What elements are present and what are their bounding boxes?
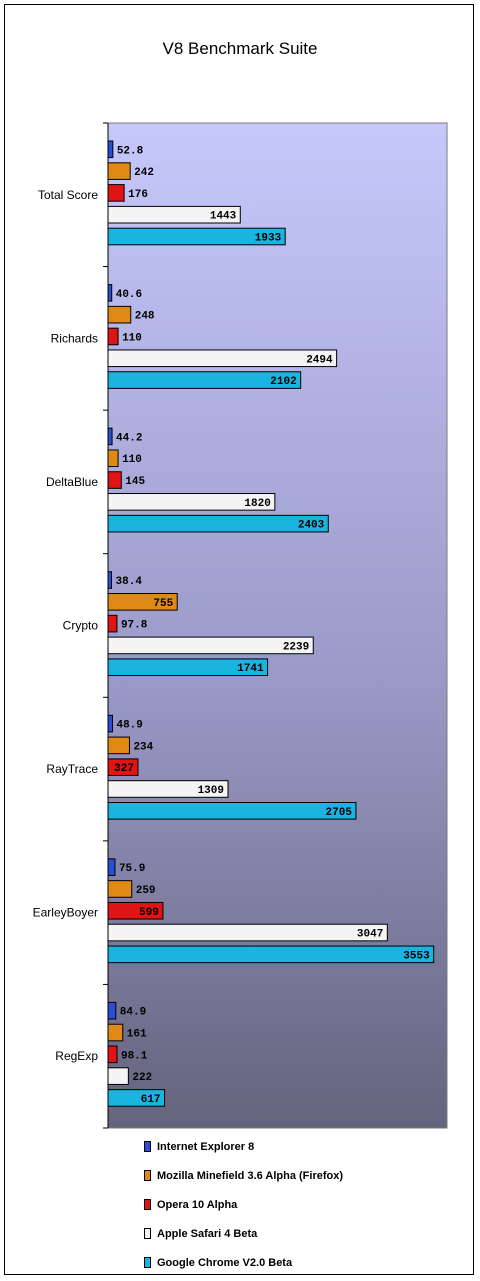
legend-item: Google Chrome V2.0 Beta bbox=[144, 1248, 343, 1277]
data-label: 44.2 bbox=[116, 432, 142, 444]
data-label: 599 bbox=[139, 907, 159, 919]
bar bbox=[107, 780, 229, 798]
data-label: 327 bbox=[114, 763, 134, 775]
bar bbox=[107, 1023, 124, 1042]
legend-item: Apple Safari 4 Beta bbox=[144, 1219, 343, 1248]
bar bbox=[107, 327, 119, 346]
bar bbox=[107, 1089, 166, 1107]
bar bbox=[107, 1067, 129, 1085]
bar bbox=[107, 471, 122, 489]
bar bbox=[107, 514, 329, 533]
category-label: RegExp bbox=[55, 1049, 98, 1063]
bar bbox=[107, 205, 241, 224]
bar bbox=[107, 758, 139, 776]
bar bbox=[107, 1045, 118, 1064]
legend-item: Opera 10 Alpha bbox=[144, 1190, 343, 1219]
data-label: 110 bbox=[122, 332, 142, 344]
data-label: 40.6 bbox=[116, 289, 142, 301]
bar bbox=[107, 801, 357, 820]
data-label: 52.8 bbox=[117, 145, 144, 157]
bar bbox=[107, 140, 114, 159]
bar bbox=[107, 901, 164, 920]
bar bbox=[107, 880, 133, 898]
data-label: 222 bbox=[132, 1072, 152, 1084]
data-label: 3553 bbox=[403, 950, 430, 962]
bar bbox=[107, 636, 314, 655]
data-label: 242 bbox=[134, 167, 154, 179]
data-label: 2705 bbox=[326, 807, 353, 819]
bar bbox=[107, 162, 131, 180]
data-label: 1820 bbox=[244, 498, 270, 510]
plot-area bbox=[107, 122, 448, 1129]
chart-title: V8 Benchmark Suite bbox=[162, 39, 318, 58]
bar bbox=[107, 427, 113, 446]
legend-label: Apple Safari 4 Beta bbox=[157, 1227, 258, 1240]
bar bbox=[107, 227, 286, 246]
category-label: Crypto bbox=[63, 619, 99, 633]
data-label: 234 bbox=[133, 741, 153, 753]
data-label: 1933 bbox=[255, 233, 282, 245]
data-label: 75.9 bbox=[119, 863, 145, 875]
legend-swatch bbox=[144, 1257, 151, 1268]
bar bbox=[107, 371, 302, 389]
bar bbox=[107, 305, 132, 324]
data-label: 1741 bbox=[237, 663, 264, 675]
data-label: 98.1 bbox=[121, 1050, 148, 1062]
legend-label: Internet Explorer 8 bbox=[157, 1140, 255, 1153]
bar bbox=[107, 349, 338, 368]
legend-label: Google Chrome V2.0 Beta bbox=[157, 1256, 293, 1269]
data-label: 1309 bbox=[198, 785, 224, 797]
data-label: 176 bbox=[128, 189, 148, 201]
data-label: 2494 bbox=[306, 354, 333, 366]
legend-item: Mozilla Minefield 3.6 Alpha (Firefox) bbox=[144, 1161, 343, 1190]
data-label: 161 bbox=[127, 1029, 147, 1041]
data-label: 248 bbox=[135, 311, 155, 323]
bar bbox=[107, 449, 119, 468]
bar bbox=[107, 284, 113, 302]
bar bbox=[107, 493, 276, 511]
legend-swatch bbox=[144, 1199, 151, 1210]
legend-swatch bbox=[144, 1141, 151, 1152]
legend-item: Internet Explorer 8 bbox=[144, 1132, 343, 1161]
data-label: 97.8 bbox=[121, 620, 148, 632]
bar bbox=[107, 658, 269, 677]
data-label: 84.9 bbox=[120, 1007, 146, 1019]
data-label: 110 bbox=[122, 454, 142, 466]
bar bbox=[107, 184, 125, 202]
bar bbox=[107, 858, 116, 876]
bar bbox=[107, 714, 113, 733]
category-label: DeltaBlue bbox=[46, 475, 98, 489]
legend-label: Opera 10 Alpha bbox=[157, 1198, 238, 1211]
bar bbox=[107, 593, 178, 611]
category-label: Total Score bbox=[38, 188, 98, 202]
data-label: 2403 bbox=[298, 520, 325, 532]
category-label: EarleyBoyer bbox=[33, 906, 98, 920]
bar bbox=[107, 1001, 117, 1020]
bar bbox=[107, 923, 388, 942]
legend: Internet Explorer 8 Mozilla Minefield 3.6… bbox=[144, 1132, 343, 1277]
data-label: 3047 bbox=[357, 929, 383, 941]
data-label: 48.9 bbox=[116, 720, 142, 732]
data-label: 38.4 bbox=[116, 576, 143, 588]
bar bbox=[107, 571, 113, 589]
legend-swatch bbox=[144, 1228, 151, 1239]
bar bbox=[107, 945, 435, 964]
bar bbox=[107, 614, 118, 633]
data-label: 1443 bbox=[210, 211, 237, 223]
data-label: 617 bbox=[141, 1094, 161, 1106]
legend-label: Mozilla Minefield 3.6 Alpha (Firefox) bbox=[157, 1169, 344, 1182]
category-label: RayTrace bbox=[46, 762, 98, 776]
legend-swatch bbox=[144, 1170, 151, 1181]
data-label: 2102 bbox=[270, 376, 296, 388]
data-label: 145 bbox=[125, 476, 145, 488]
data-label: 2239 bbox=[283, 641, 309, 653]
data-label: 259 bbox=[136, 885, 156, 897]
data-label: 755 bbox=[153, 598, 173, 610]
bar bbox=[107, 736, 130, 755]
category-label: Richards bbox=[51, 331, 98, 345]
